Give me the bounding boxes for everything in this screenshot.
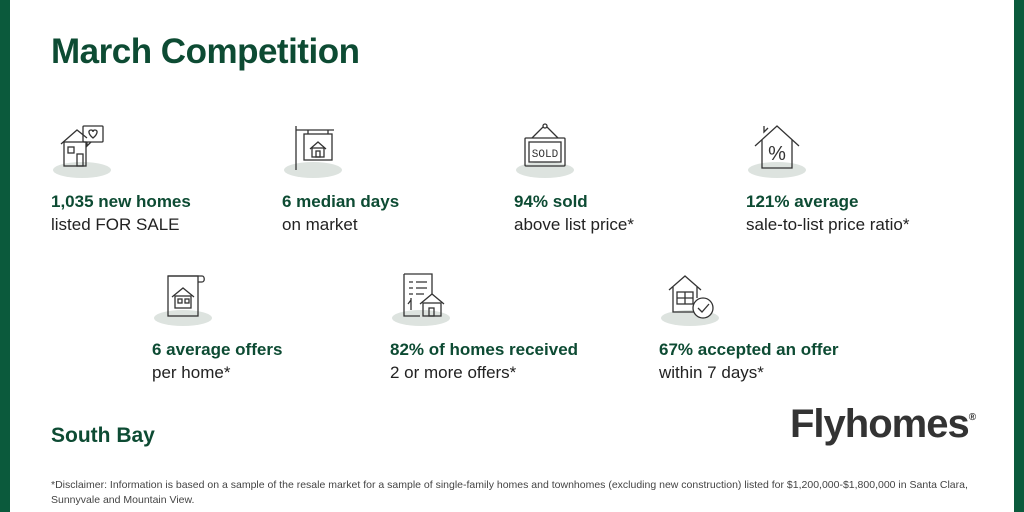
stat-value: 82% of homes received	[390, 340, 579, 359]
infographic-card: March Competition 1,035 new homes listed…	[10, 0, 1014, 512]
stat-median-days: 6 median days on market	[282, 122, 522, 235]
sold-sign-icon: SOLD	[524, 123, 566, 167]
flyhomes-logo: Flyhomes®	[790, 402, 976, 447]
house-check-icon	[668, 275, 714, 319]
receipt-house-icon	[403, 273, 445, 317]
stat-average-offers: 6 average offers per home*	[152, 270, 392, 383]
logo-text: Flyhomes	[790, 402, 970, 446]
region-label: South Bay	[51, 424, 155, 447]
stat-value: 121% average	[746, 192, 859, 211]
stat-sold-above-list: SOLD 94% sold above list price*	[514, 122, 754, 235]
stat-accepted-offer: 67% accepted an offer within 7 days*	[659, 270, 899, 383]
stat-caption: on market	[282, 215, 358, 234]
stat-caption: above list price*	[514, 215, 635, 234]
svg-text:%: %	[768, 143, 786, 165]
stat-multiple-offers: 82% of homes received 2 or more offers*	[390, 270, 630, 383]
disclaimer-text: *Disclaimer: Information is based on a s…	[51, 479, 968, 506]
page-title: March Competition	[51, 32, 360, 71]
stat-caption: per home*	[152, 363, 231, 382]
house-percent-icon: %	[754, 125, 800, 169]
stat-value: 94% sold	[514, 192, 588, 211]
svg-text:SOLD: SOLD	[532, 149, 559, 161]
stat-caption: listed FOR SALE	[51, 215, 180, 234]
stat-value: 67% accepted an offer	[659, 340, 839, 359]
stat-caption: within 7 days*	[659, 363, 764, 382]
registered-mark: ®	[968, 412, 976, 423]
stat-value: 6 median days	[282, 192, 400, 211]
stat-caption: 2 or more offers*	[390, 363, 517, 382]
signpost-house-icon	[295, 126, 334, 170]
stat-value: 6 average offers	[152, 340, 283, 359]
stat-value: 1,035 new homes	[51, 192, 191, 211]
house-document-icon	[167, 275, 205, 317]
stat-caption: sale-to-list price ratio*	[746, 215, 910, 234]
house-heart-icon	[60, 125, 104, 167]
stat-new-homes: 1,035 new homes listed FOR SALE	[51, 122, 291, 235]
stat-sale-to-list: % 121% average sale-to-list price ratio*	[746, 122, 986, 235]
